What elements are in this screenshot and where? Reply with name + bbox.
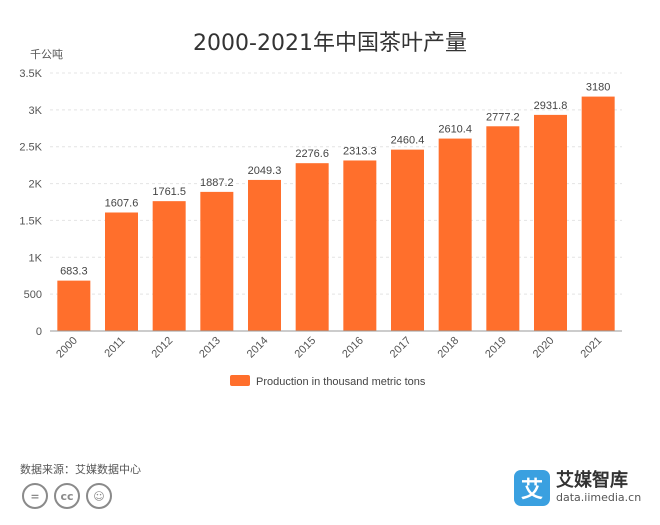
y-tick-label: 1K [29, 252, 43, 264]
bar-chart: 2000-2021年中国茶叶产量 千公吨 0 500 1K 1.5K 2K 2.5K 3K 3… [19, 31, 622, 388]
x-tick-label: 2000 [54, 335, 80, 361]
x-tick-label: 2018 [435, 335, 461, 361]
bar [57, 280, 91, 331]
equals-icon: = [22, 483, 48, 509]
bar [581, 96, 615, 332]
x-tick-label: 2015 [292, 335, 318, 361]
data-label: 2276.6 [295, 148, 329, 160]
data-label: 2313.3 [343, 145, 377, 157]
data-label: 2049.3 [248, 165, 282, 177]
y-tick-label: 3.5K [19, 68, 42, 80]
data-label: 1887.2 [200, 177, 234, 189]
person-icon: ☺ [86, 483, 112, 509]
x-tick-label: 2021 [578, 335, 604, 361]
y-tick-label: 3K [29, 105, 43, 117]
data-label: 2777.2 [486, 111, 520, 123]
legend-label: Production in thousand metric tons [256, 376, 426, 388]
y-tick-label: 2.5K [19, 142, 42, 154]
bar [343, 160, 377, 331]
bar [486, 126, 520, 331]
chart-title: 2000-2021年中国茶叶产量 [193, 31, 467, 56]
x-tick-label: 2011 [102, 335, 127, 360]
y-tick-label: 1.5K [19, 215, 42, 227]
y-tick-label: 0 [36, 326, 42, 338]
data-label: 683.3 [60, 266, 88, 278]
brand-name: 艾媒智库 [556, 470, 628, 491]
bar [152, 201, 186, 331]
bar [391, 149, 424, 331]
data-label: 2931.8 [534, 100, 568, 112]
cc-license-icons: = cc ☺ [22, 483, 112, 509]
data-label: 3180 [586, 82, 610, 94]
x-tick-label: 2012 [149, 335, 175, 361]
bar [105, 212, 138, 331]
data-source: 数据来源：艾媒数据中心 [20, 463, 141, 476]
y-tick-label: 2K [29, 179, 43, 191]
bar [295, 163, 329, 331]
cc-icon: cc [54, 483, 80, 509]
legend: Production in thousand metric tons [230, 375, 426, 388]
brand: 艾 艾媒智库 data.iimedia.cn [514, 470, 641, 506]
unit-label: 千公吨 [30, 48, 63, 61]
x-tick-label: 2013 [197, 335, 223, 361]
y-tick-label: 500 [24, 289, 42, 301]
x-tick-label: 2019 [483, 335, 509, 361]
legend-swatch [230, 375, 250, 386]
bar [438, 138, 472, 331]
x-tick-label: 2020 [531, 335, 557, 361]
x-tick-label: 2016 [340, 335, 366, 361]
x-tick-label: 2017 [388, 335, 414, 361]
data-label: 1761.5 [152, 186, 186, 198]
bar [534, 114, 567, 331]
x-tick-label: 2014 [245, 335, 271, 361]
data-label: 2460.4 [391, 135, 425, 147]
data-label: 1607.6 [105, 197, 139, 209]
bar [248, 179, 281, 331]
bar [200, 191, 234, 331]
brand-logo: 艾 [514, 470, 550, 506]
data-label: 2610.4 [438, 124, 472, 136]
brand-url: data.iimedia.cn [556, 491, 642, 504]
